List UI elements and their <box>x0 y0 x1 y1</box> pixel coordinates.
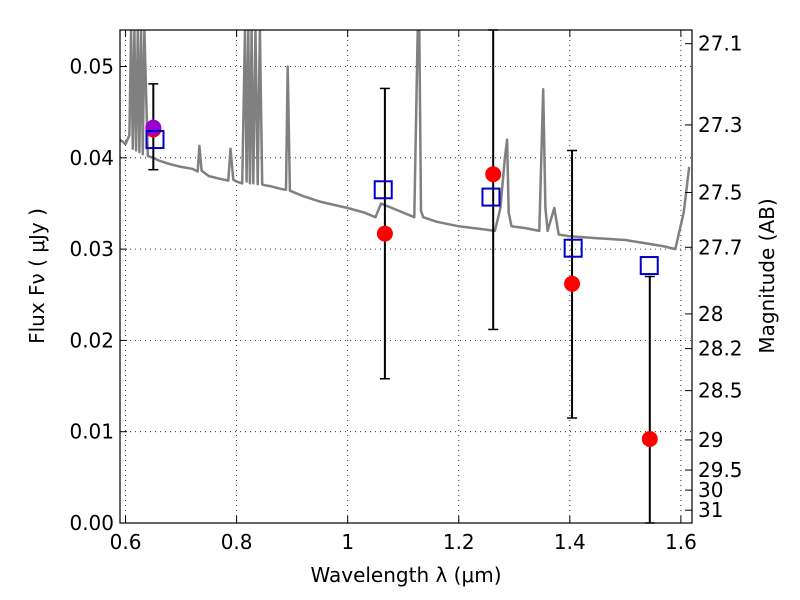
x-axis-title: Wavelength λ (μm) <box>310 563 501 587</box>
x-tick-label: 0.6 <box>110 530 142 554</box>
y-tick-label: 0.01 <box>69 420 114 444</box>
x-tick-label: 1 <box>341 530 354 554</box>
mag-tick-label: 27.3 <box>698 113 743 137</box>
mag-tick-label: 28 <box>698 302 723 326</box>
grid-lines <box>120 30 692 524</box>
model-spectrum-line <box>120 30 691 251</box>
model-spectrum <box>120 30 691 251</box>
x-tick-label: 1.2 <box>443 530 475 554</box>
mag-tick-label: 27.1 <box>698 32 743 56</box>
mag-tick-label: 29.5 <box>698 458 743 482</box>
mag-tick-label: 27.5 <box>698 181 743 205</box>
x-tick-label: 1.6 <box>665 530 697 554</box>
model-flux-square <box>639 256 659 276</box>
mag-tick-label: 30 <box>698 478 723 502</box>
x-tick-labels: 0.6 0.8 1 1.2 1.4 1.6 <box>110 530 697 554</box>
mag-tick-label: 29 <box>698 428 723 452</box>
y-axis-title: Flux Fν ( μJy ) <box>25 208 49 344</box>
model-flux-square <box>373 180 393 200</box>
y2-axis-title: Magnitude (AB) <box>755 198 779 353</box>
error-bars <box>148 29 655 524</box>
mag-tick-label: 27.7 <box>698 235 743 259</box>
observed-flux-point <box>564 275 581 292</box>
model-flux-square <box>145 130 165 150</box>
mag-tick-label: 31 <box>698 498 723 522</box>
observed-flux-point <box>641 431 658 448</box>
observed-flux-point <box>376 225 393 242</box>
axis-ticks <box>120 30 692 524</box>
y-tick-label: 0.00 <box>69 511 114 535</box>
y-tick-label: 0.02 <box>69 328 114 352</box>
plot-frame <box>119 29 693 524</box>
y-tick-labels: 0.00 0.01 0.02 0.03 0.04 0.05 <box>69 55 114 535</box>
y-tick-label: 0.04 <box>69 146 114 170</box>
y-tick-label: 0.05 <box>69 55 114 79</box>
mag-tick-label: 28.2 <box>698 337 743 361</box>
model-flux-square <box>563 238 583 258</box>
x-tick-label: 1.4 <box>554 530 586 554</box>
data-markers <box>145 119 659 448</box>
y-tick-label: 0.03 <box>69 237 114 261</box>
x-tick-label: 0.8 <box>221 530 253 554</box>
mag-tick-label: 28.5 <box>698 379 743 403</box>
model-flux-square <box>481 187 501 207</box>
highlight-flux-point <box>145 119 162 136</box>
observed-flux-point <box>485 166 502 183</box>
